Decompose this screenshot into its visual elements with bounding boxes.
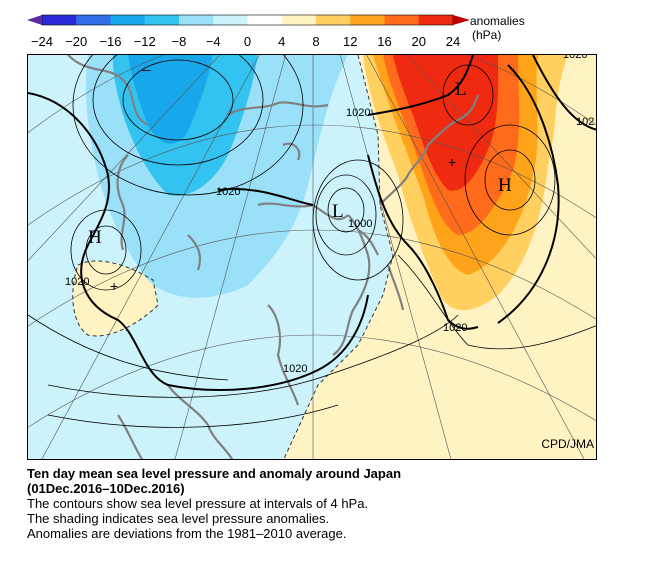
caption-title: Ten day mean sea level pressure and anom… bbox=[27, 466, 402, 481]
colorbar-cell bbox=[42, 15, 77, 25]
pressure-centers: H H L L − + + bbox=[88, 61, 512, 294]
high-center-east: H bbox=[498, 175, 512, 196]
colorbar-cell bbox=[247, 15, 283, 25]
contour-label: 1020 bbox=[443, 322, 467, 334]
colorbar-tick-label: 0 bbox=[244, 34, 251, 49]
colorbar-tick-label: −4 bbox=[206, 34, 221, 49]
isobars-thin bbox=[28, 55, 596, 428]
low-center-sea-of-japan: L bbox=[332, 201, 344, 222]
anomaly-colorbar: −24 −20 −16 −12 −8 −4 0 4 8 12 16 20 24 anomalies (h… bbox=[27, 14, 525, 49]
map-credit: CPD/JMA bbox=[541, 437, 594, 451]
anomaly-region-negative-12 bbox=[128, 55, 213, 144]
colorbar-tick-label: 4 bbox=[278, 34, 285, 49]
low-center-north: − bbox=[141, 61, 152, 82]
high-center-west: H bbox=[88, 227, 102, 248]
isobars-1020 bbox=[28, 55, 596, 391]
colorbar-cell bbox=[76, 15, 111, 25]
colorbar-cell bbox=[350, 15, 385, 25]
map-caption: Ten day mean sea level pressure and anom… bbox=[27, 466, 627, 541]
colorbar-cell bbox=[281, 15, 317, 25]
colorbar-cell bbox=[144, 15, 180, 25]
caption-line: The contours show sea level pressure at … bbox=[27, 496, 369, 511]
anomaly-center-mark: + bbox=[110, 278, 118, 294]
anomaly-region-positive-west bbox=[72, 260, 158, 336]
contour-label: 1020 bbox=[346, 107, 370, 119]
colorbar-tick-labels: −24 −20 −16 −12 −8 −4 0 4 8 12 16 20 24 bbox=[31, 34, 460, 49]
anomaly-zero-lines bbox=[72, 55, 394, 459]
anomaly-region-positive-16 bbox=[393, 55, 499, 191]
caption-line: The shading indicates sea level pressure… bbox=[27, 511, 330, 526]
contour-label: 1020 bbox=[283, 363, 307, 375]
colorbar-unit-label: anomalies bbox=[470, 14, 525, 28]
contour-label: 1000 bbox=[348, 218, 372, 230]
contour-label: 1020 bbox=[216, 186, 240, 198]
colorbar-tick-label: 24 bbox=[446, 34, 460, 49]
colorbar-tick-label: −8 bbox=[172, 34, 187, 49]
colorbar-tick-label: −12 bbox=[134, 34, 156, 49]
low-center-okhotsk: L bbox=[455, 79, 467, 100]
colorbar-cells bbox=[41, 14, 454, 26]
pressure-anomaly-map: 1020 1020 1020 1020 1020 1000 1020 102 H… bbox=[27, 54, 597, 460]
contour-label: 102 bbox=[576, 116, 594, 128]
colorbar-tick-label: 8 bbox=[312, 34, 319, 49]
colorbar-tick-label: −24 bbox=[31, 34, 53, 49]
colorbar-unit: (hPa) bbox=[472, 28, 501, 42]
colorbar-cell bbox=[213, 15, 248, 25]
colorbar-tick-label: −20 bbox=[65, 34, 87, 49]
contour-labels: 1020 1020 1020 1020 1020 1000 1020 102 bbox=[65, 55, 594, 375]
colorbar-tick-label: 20 bbox=[412, 34, 426, 49]
colorbar-cell bbox=[418, 15, 454, 25]
contour-label: 1020 bbox=[563, 55, 587, 61]
colorbar-cell bbox=[110, 15, 146, 25]
colorbar-tick-label: −16 bbox=[99, 34, 121, 49]
colorbar-cell bbox=[384, 15, 420, 25]
colorbar-tick-label: 16 bbox=[377, 34, 391, 49]
anomaly-center-mark: + bbox=[448, 154, 456, 170]
colorbar-left-arrow bbox=[27, 15, 42, 25]
caption-line: Anomalies are deviations from the 1981–2… bbox=[27, 526, 347, 541]
contour-label: 1020 bbox=[65, 276, 89, 288]
colorbar-cell bbox=[179, 15, 214, 25]
colorbar-tick-label: 12 bbox=[343, 34, 357, 49]
caption-period: (01Dec.2016–10Dec.2016) bbox=[27, 481, 185, 496]
colorbar-right-arrow bbox=[453, 15, 470, 25]
colorbar-cell bbox=[316, 15, 351, 25]
